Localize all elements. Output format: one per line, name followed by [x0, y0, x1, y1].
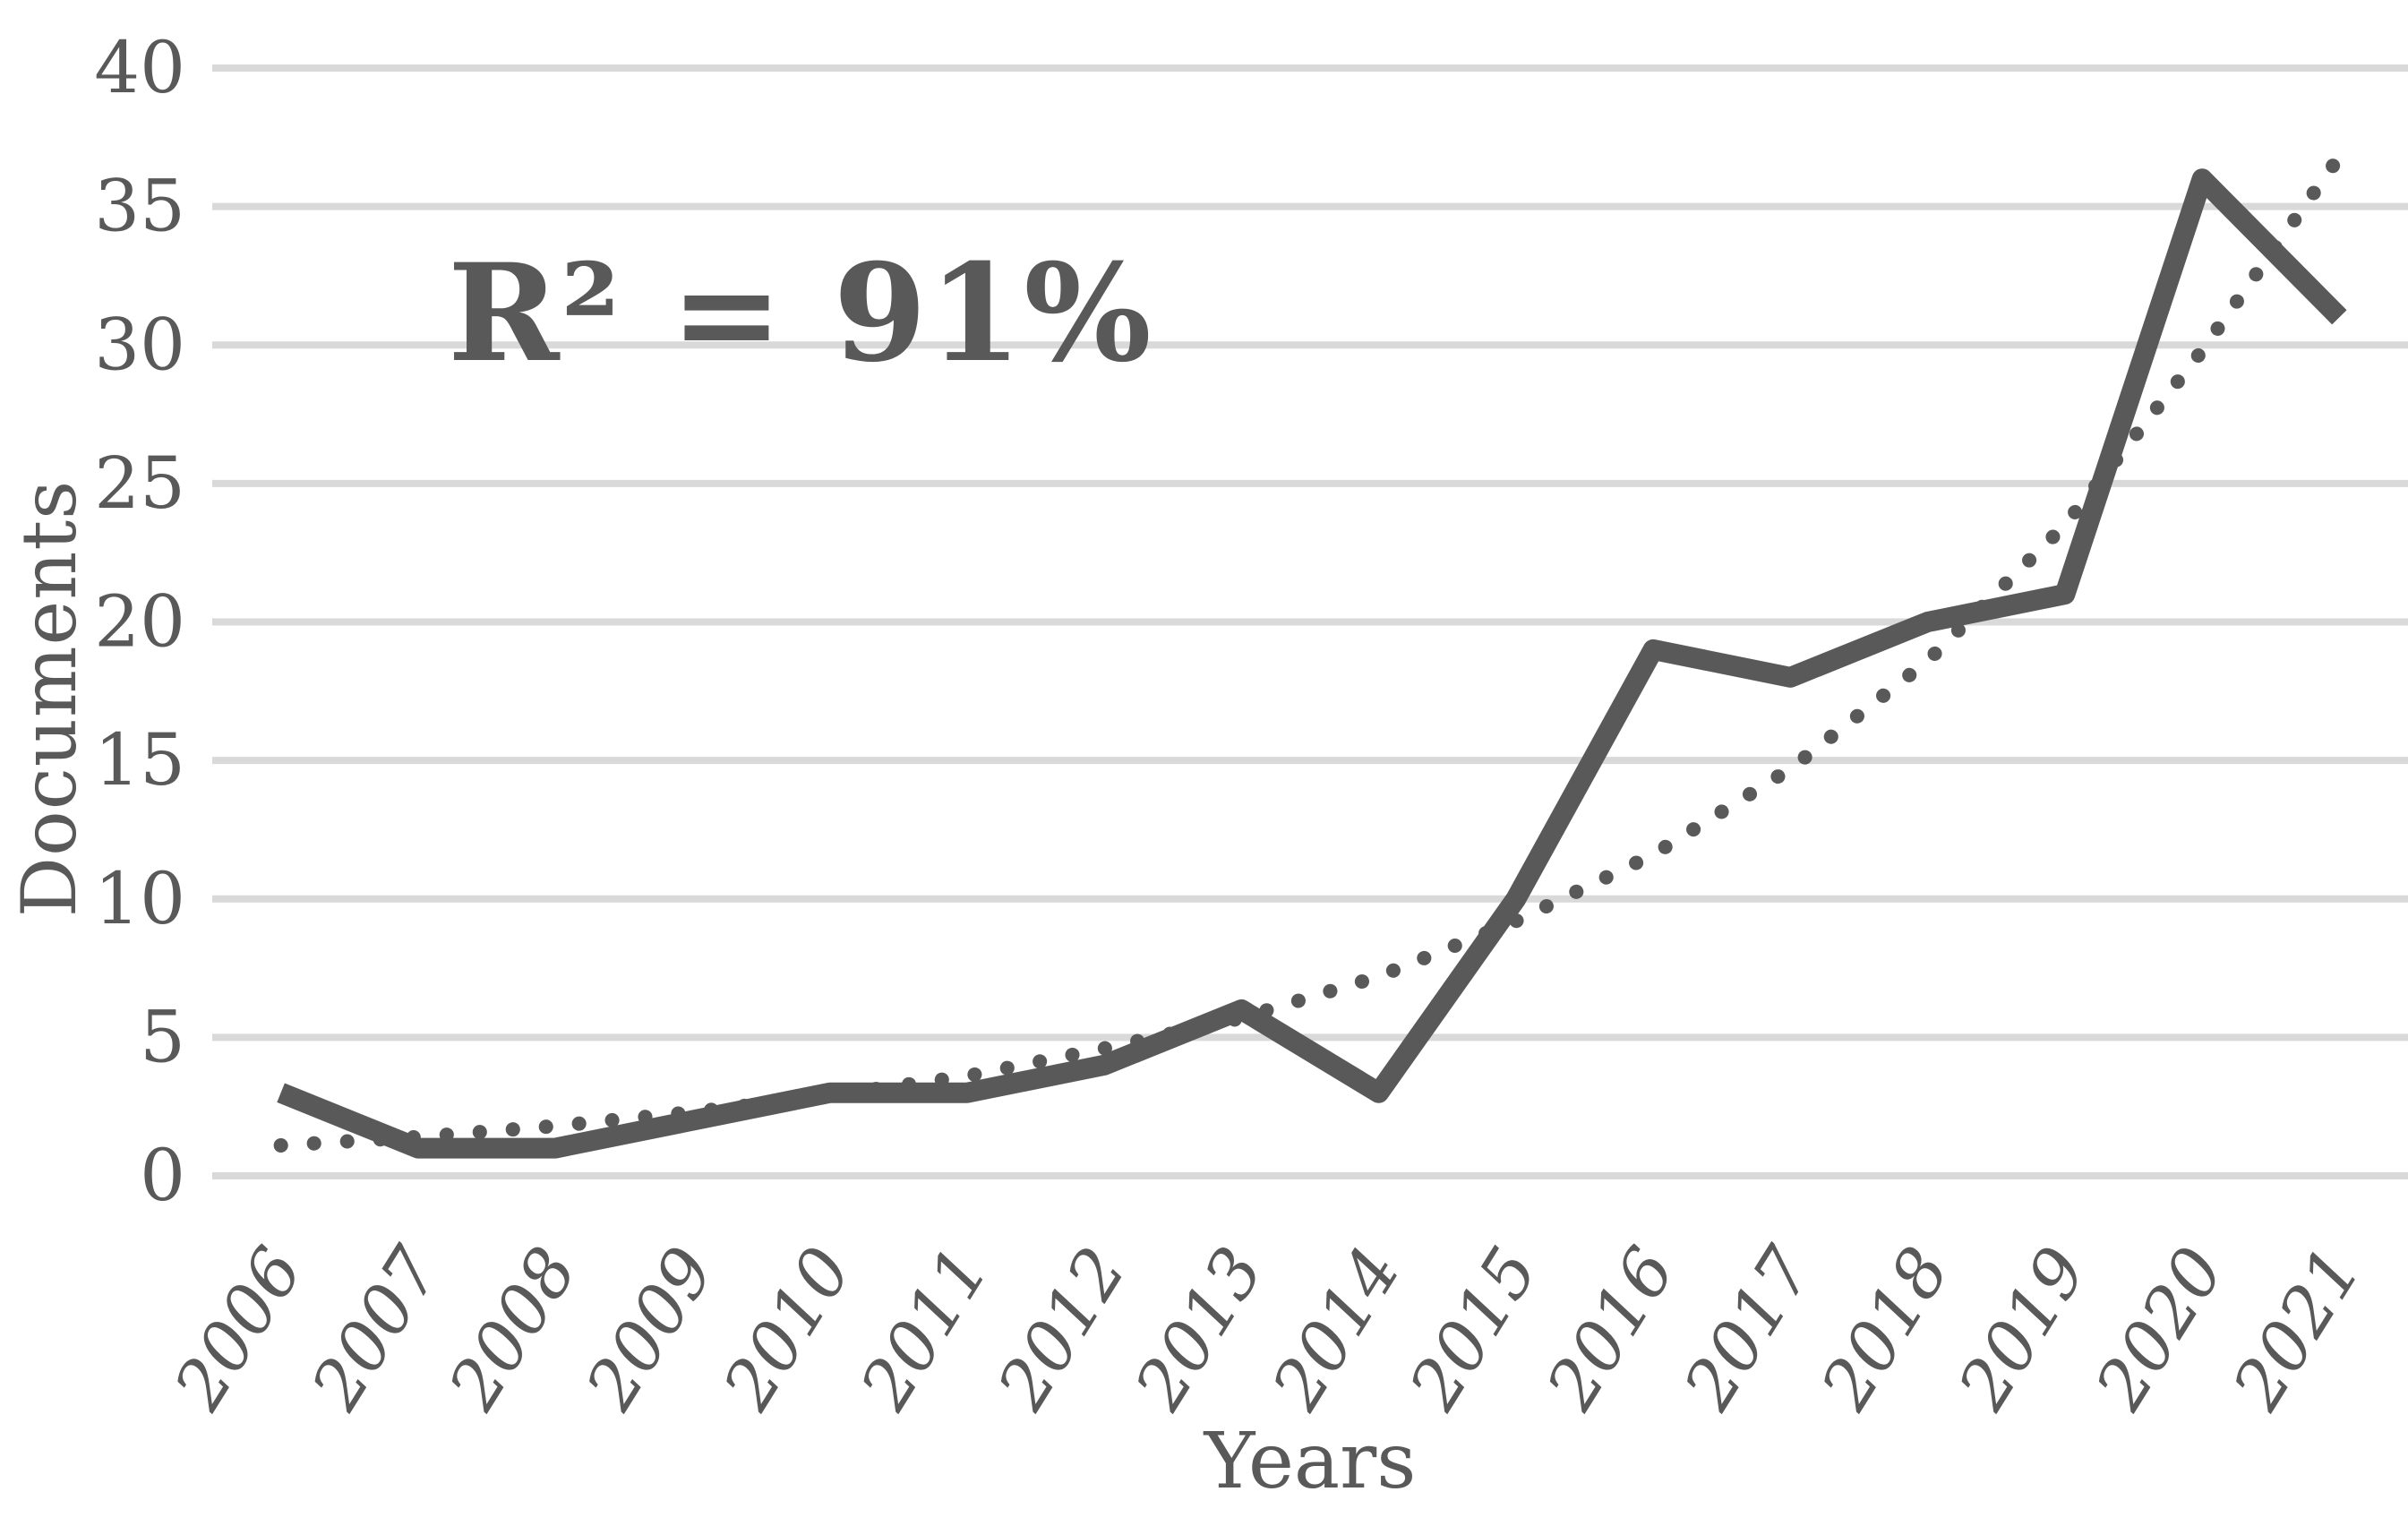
series-line [277, 168, 2347, 1159]
x-tick-label: 2016 [1530, 1233, 1691, 1423]
x-tick-label: 2008 [433, 1233, 593, 1423]
x-tick-label: 2012 [981, 1233, 1142, 1423]
x-tick-label: 2020 [2079, 1233, 2240, 1423]
x-tick-label: 2010 [707, 1233, 867, 1423]
y-tick-label: 35 [94, 165, 185, 248]
x-tick-label: 2017 [1667, 1233, 1828, 1424]
x-tick-label: 2009 [570, 1233, 730, 1423]
r-squared-annotation: R² = 91% [448, 235, 1153, 392]
y-tick-label: 30 [94, 303, 185, 386]
x-tick-label: 2015 [1393, 1233, 1554, 1423]
x-tick-label: 2011 [844, 1233, 1005, 1423]
x-tick-label: 2013 [1118, 1233, 1279, 1423]
y-tick-label: 10 [94, 857, 185, 940]
y-tick-label: 20 [94, 580, 185, 664]
y-tick-label: 5 [140, 995, 185, 1078]
y-tick-label: 15 [94, 718, 185, 802]
y-tick-label: 40 [94, 26, 185, 109]
x-tick-label: 2019 [1942, 1233, 2103, 1423]
y-tick-label: 25 [94, 442, 185, 525]
x-tick-label: 2018 [1804, 1233, 1965, 1423]
y-axis-title: Documents [5, 479, 93, 918]
x-axis-title: Years [1204, 1417, 1417, 1506]
y-tick-label: 0 [140, 1134, 185, 1217]
x-tick-label: 2021 [2216, 1233, 2377, 1423]
x-tick-label: 2007 [296, 1233, 456, 1424]
x-tick-label: 2006 [158, 1233, 318, 1423]
x-tick-label: 2014 [1255, 1233, 1416, 1423]
